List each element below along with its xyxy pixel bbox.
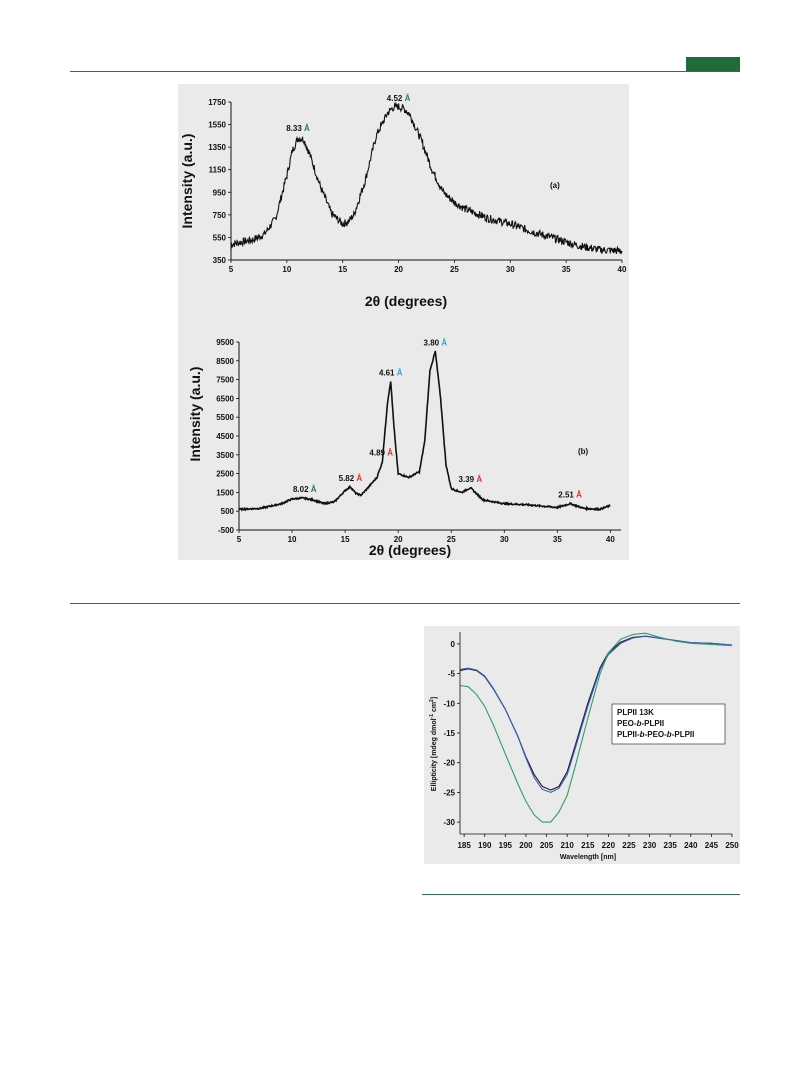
xrd-chart-a: 5 10 15 20 25 30 35 40 350 550 750 950 1150 1350 1550 1…: [179, 94, 627, 309]
x-axis-title: 2θ (degrees): [369, 542, 451, 558]
y-tick-label: 0: [451, 640, 456, 649]
y-tick-label: 9500: [216, 338, 234, 347]
x-tick-label: 35: [562, 265, 571, 274]
xrd-b-line: [238, 350, 611, 512]
y-tick-label: 2500: [216, 470, 234, 479]
peak-label: 8.02 Å: [293, 485, 317, 494]
peak-label: 4.89 Å: [369, 448, 393, 457]
x-tick-label: 245: [705, 841, 719, 850]
x-tick-label: 230: [643, 841, 657, 850]
y-tick-label: 550: [213, 233, 227, 242]
x-tick-label: 215: [581, 841, 595, 850]
y-tick-label: 1150: [209, 166, 227, 175]
x-tick-label: 10: [288, 535, 297, 544]
cd-figure-panel: [424, 626, 740, 864]
x-axis-title: Wavelength [nm]: [560, 854, 616, 861]
x-axis-title: 2θ (degrees): [365, 293, 447, 309]
x-tick-label: 20: [394, 535, 403, 544]
y-tick-label: -25: [443, 788, 455, 797]
x-tick-label: 220: [602, 841, 616, 850]
cd-spectrum-chart: 185 190 195 200 205 210 215 220 225 230 235 240 245 2…: [429, 632, 739, 861]
x-tick-label: 190: [478, 841, 492, 850]
legend: PLPII 13K PEO-b-PLPII PLPII-b-PEO-b-PLPII: [611, 703, 726, 745]
cd-series-line: [459, 635, 733, 793]
bottom-rule: [422, 894, 740, 895]
cd-series-line: [459, 632, 733, 823]
peak-label: 2.51 Å: [558, 491, 582, 500]
y-tick-label: 350: [213, 256, 227, 265]
header-rule: [70, 71, 740, 72]
section-rule: [70, 603, 740, 604]
x-tick-label: 205: [540, 841, 554, 850]
y-tick-label: 1500: [216, 488, 234, 497]
xrd-chart-b: 5 10 15 20 25 30 35 40 -500 500 1500 2500 3500 4500 55…: [187, 338, 621, 558]
y-tick-label: 7500: [216, 376, 234, 385]
y-tick-label: -30: [443, 818, 455, 827]
legend-entry: PLPII-b-PEO-b-PLPII: [617, 730, 694, 739]
y-tick-label: 950: [213, 188, 227, 197]
y-tick-label: 8500: [216, 357, 234, 366]
y-tick-label: 1750: [208, 98, 226, 107]
panel-label-a: (a): [550, 181, 560, 190]
x-tick-label: 35: [553, 535, 562, 544]
peak-label: 4.52 Å: [387, 94, 411, 103]
x-tick-label: 10: [282, 265, 291, 274]
y-tick-label: -10: [443, 699, 455, 708]
legend-entry: PLPII 13K: [617, 708, 654, 717]
peak-label: 3.39 Å: [459, 475, 483, 484]
x-tick-label: 210: [560, 841, 574, 850]
x-tick-label: 15: [338, 265, 347, 274]
y-tick-label: -500: [218, 526, 235, 535]
xrd-figure-panel: [178, 84, 629, 560]
peak-label: 5.82 Å: [339, 474, 363, 483]
x-tick-label: 40: [606, 535, 615, 544]
peak-label: 4.61 Å: [379, 369, 403, 378]
y-tick-label: -5: [448, 670, 456, 679]
legend-entry: PEO-b-PLPII: [617, 719, 664, 728]
x-tick-label: 195: [499, 841, 513, 850]
y-tick-label: 750: [213, 211, 227, 220]
x-tick-label: 240: [684, 841, 698, 850]
y-tick-label: 1550: [208, 121, 226, 130]
y-tick-label: 6500: [216, 394, 234, 403]
peak-label: 3.80 Å: [424, 338, 448, 347]
header-tab: [686, 57, 740, 71]
y-tick-label: 500: [221, 507, 235, 516]
y-axis-title: Intensity (a.u.): [179, 134, 195, 229]
x-tick-label: 40: [618, 265, 627, 274]
x-tick-label: 30: [506, 265, 515, 274]
y-tick-label: -15: [443, 729, 455, 738]
x-tick-label: 30: [500, 535, 509, 544]
x-tick-label: 25: [447, 535, 456, 544]
x-tick-label: 235: [664, 841, 678, 850]
y-tick-label: 5500: [216, 413, 234, 422]
xrd-a-line: [230, 101, 623, 255]
y-axis-title: Ellipticity [mdeg dmol-1 cm2]: [429, 697, 438, 791]
x-tick-label: 250: [725, 841, 739, 850]
x-tick-label: 25: [450, 265, 459, 274]
peak-label: 8.33 Å: [286, 124, 310, 133]
x-tick-label: 5: [229, 265, 234, 274]
x-tick-label: 225: [622, 841, 636, 850]
x-tick-label: 20: [394, 265, 403, 274]
x-tick-label: 15: [341, 535, 350, 544]
panel-label-b: (b): [578, 447, 589, 456]
x-tick-label: 185: [457, 841, 471, 850]
y-tick-label: -20: [443, 759, 455, 768]
y-tick-label: 4500: [216, 432, 234, 441]
y-tick-label: 1350: [208, 143, 226, 152]
x-tick-label: 200: [519, 841, 533, 850]
y-tick-label: 3500: [216, 451, 234, 460]
x-tick-label: 5: [237, 535, 242, 544]
y-axis-title: Intensity (a.u.): [187, 367, 203, 462]
